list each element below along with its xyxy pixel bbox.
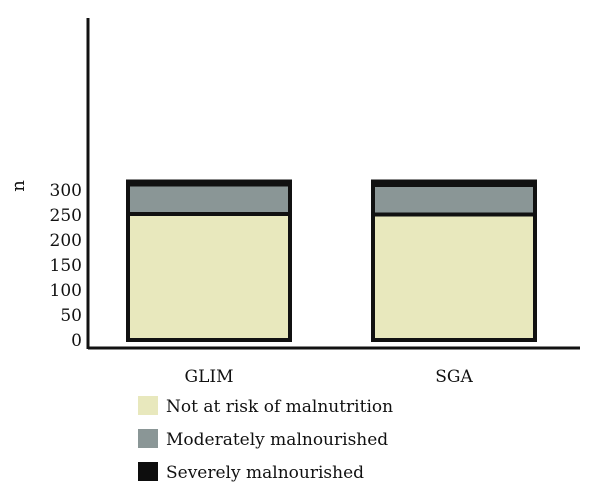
y-tick-label: 150 — [50, 256, 82, 276]
bar-glim-segment-1 — [126, 212, 292, 342]
y-tick-label: 0 — [71, 331, 82, 351]
legend-swatch — [138, 462, 158, 481]
bar-sga-segment-2 — [371, 183, 537, 217]
y-ticks-group: 0 50 100 150 200 250 300 — [50, 181, 82, 351]
bar-sga-segment-1 — [371, 212, 537, 342]
axes-group — [86, 18, 580, 350]
x-category-label: SGA — [435, 367, 473, 387]
legend-label: Not at risk of malnutrition — [166, 397, 393, 417]
y-tick-label: 250 — [50, 206, 82, 226]
bar-glim-segment-3 — [126, 179, 292, 187]
y-tick-label: 200 — [50, 231, 82, 251]
y-axis-title: n — [8, 180, 29, 192]
legend-label: Severely malnourished — [166, 463, 364, 483]
y-tick-label: 300 — [50, 181, 82, 201]
legend-swatch — [138, 396, 158, 415]
bar-glim-segment-2 — [126, 182, 292, 216]
x-labels-group: GLIM SGA — [185, 367, 474, 387]
y-tick-label: 100 — [50, 281, 82, 301]
bars-group — [126, 179, 537, 342]
x-category-label: GLIM — [185, 367, 234, 387]
legend-label: Moderately malnourished — [166, 430, 388, 450]
bar-sga-segment-3 — [371, 179, 537, 187]
y-tick-label: 50 — [60, 306, 82, 326]
legend-swatch — [138, 429, 158, 448]
legend: Not at risk of malnutrition Moderately ma… — [138, 396, 393, 483]
